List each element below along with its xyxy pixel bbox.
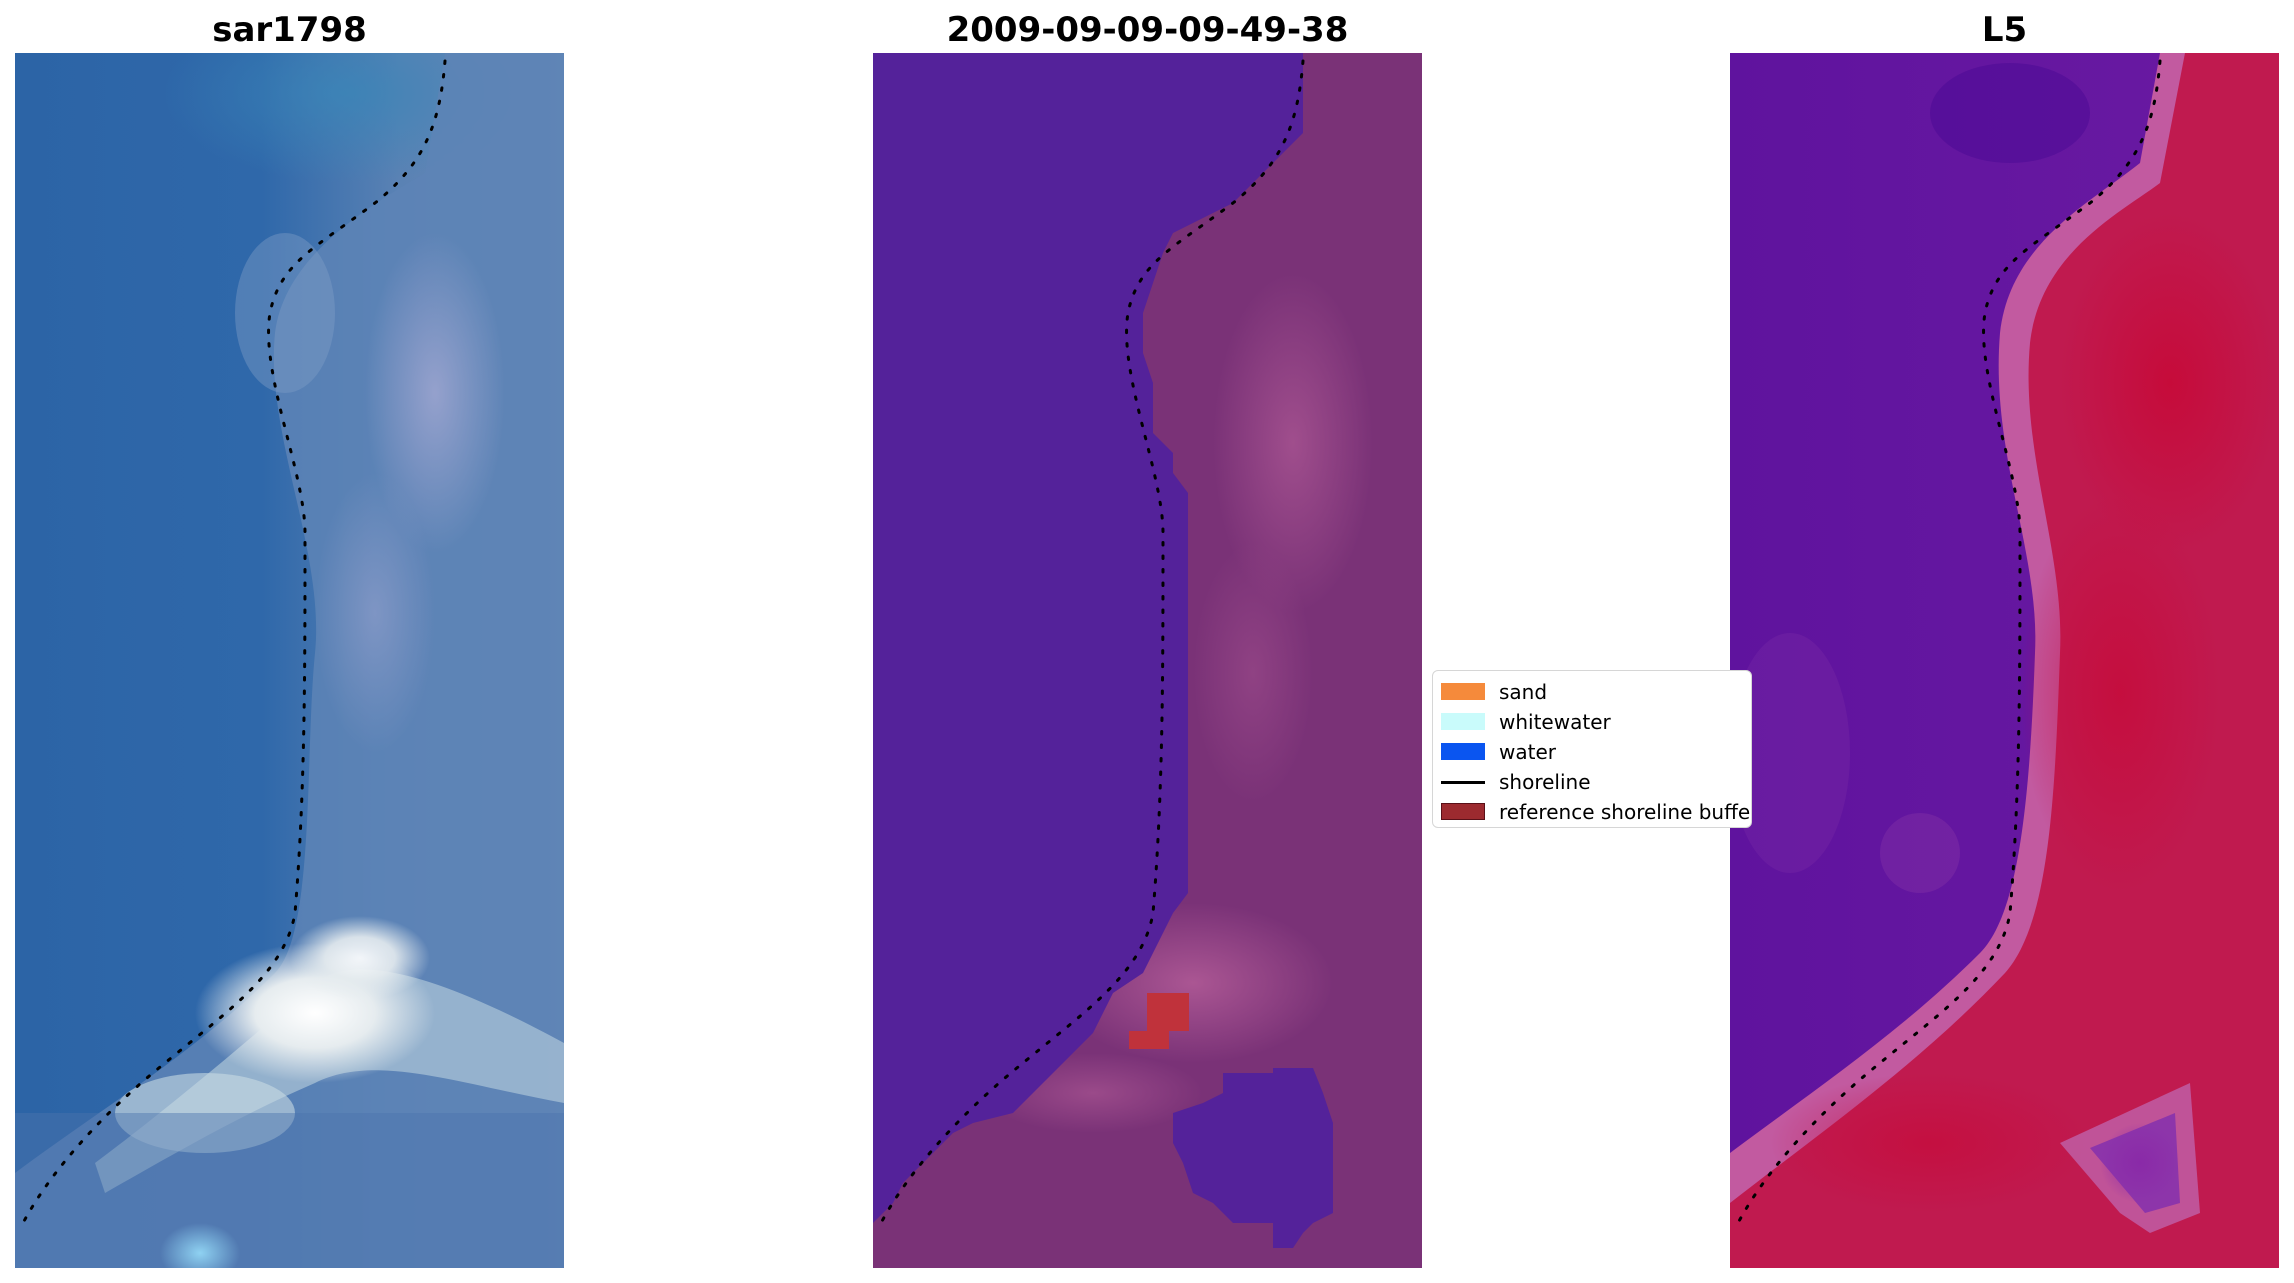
panel-title-index: L5 <box>1981 10 2028 50</box>
shoreline-line-swatch <box>1441 781 1485 784</box>
index-image-panel <box>1730 53 2279 1268</box>
legend-label-sand: sand <box>1499 680 1548 704</box>
legend-label-whitewater: whitewater <box>1499 710 1611 734</box>
legend-item-water: water <box>1433 735 1751 765</box>
legend-label-reference-buffer: reference shoreline buffer <box>1499 800 1752 824</box>
panel-title-classified: 2009-09-09-09-49-38 <box>946 10 1349 50</box>
water-swatch <box>1441 743 1485 760</box>
classified-image-panel <box>873 53 1422 1268</box>
reference-buffer-swatch <box>1441 803 1485 820</box>
legend-label-shoreline: shoreline <box>1499 770 1591 794</box>
legend-item-whitewater: whitewater <box>1433 705 1751 735</box>
sand-swatch <box>1441 683 1485 700</box>
legend-label-water: water <box>1499 740 1556 764</box>
rgb-image <box>15 53 564 1268</box>
whitewater-swatch <box>1441 713 1485 730</box>
classified-image <box>873 53 1422 1268</box>
legend-item-shoreline: shoreline <box>1433 765 1751 795</box>
index-image <box>1730 53 2279 1268</box>
panel-title-rgb: sar1798 <box>212 10 367 50</box>
legend: sand whitewater water shoreline referenc… <box>1432 670 1752 828</box>
legend-item-sand: sand <box>1433 675 1751 705</box>
legend-item-reference-buffer: reference shoreline buffer <box>1433 795 1752 825</box>
rgb-image-panel <box>15 53 564 1268</box>
